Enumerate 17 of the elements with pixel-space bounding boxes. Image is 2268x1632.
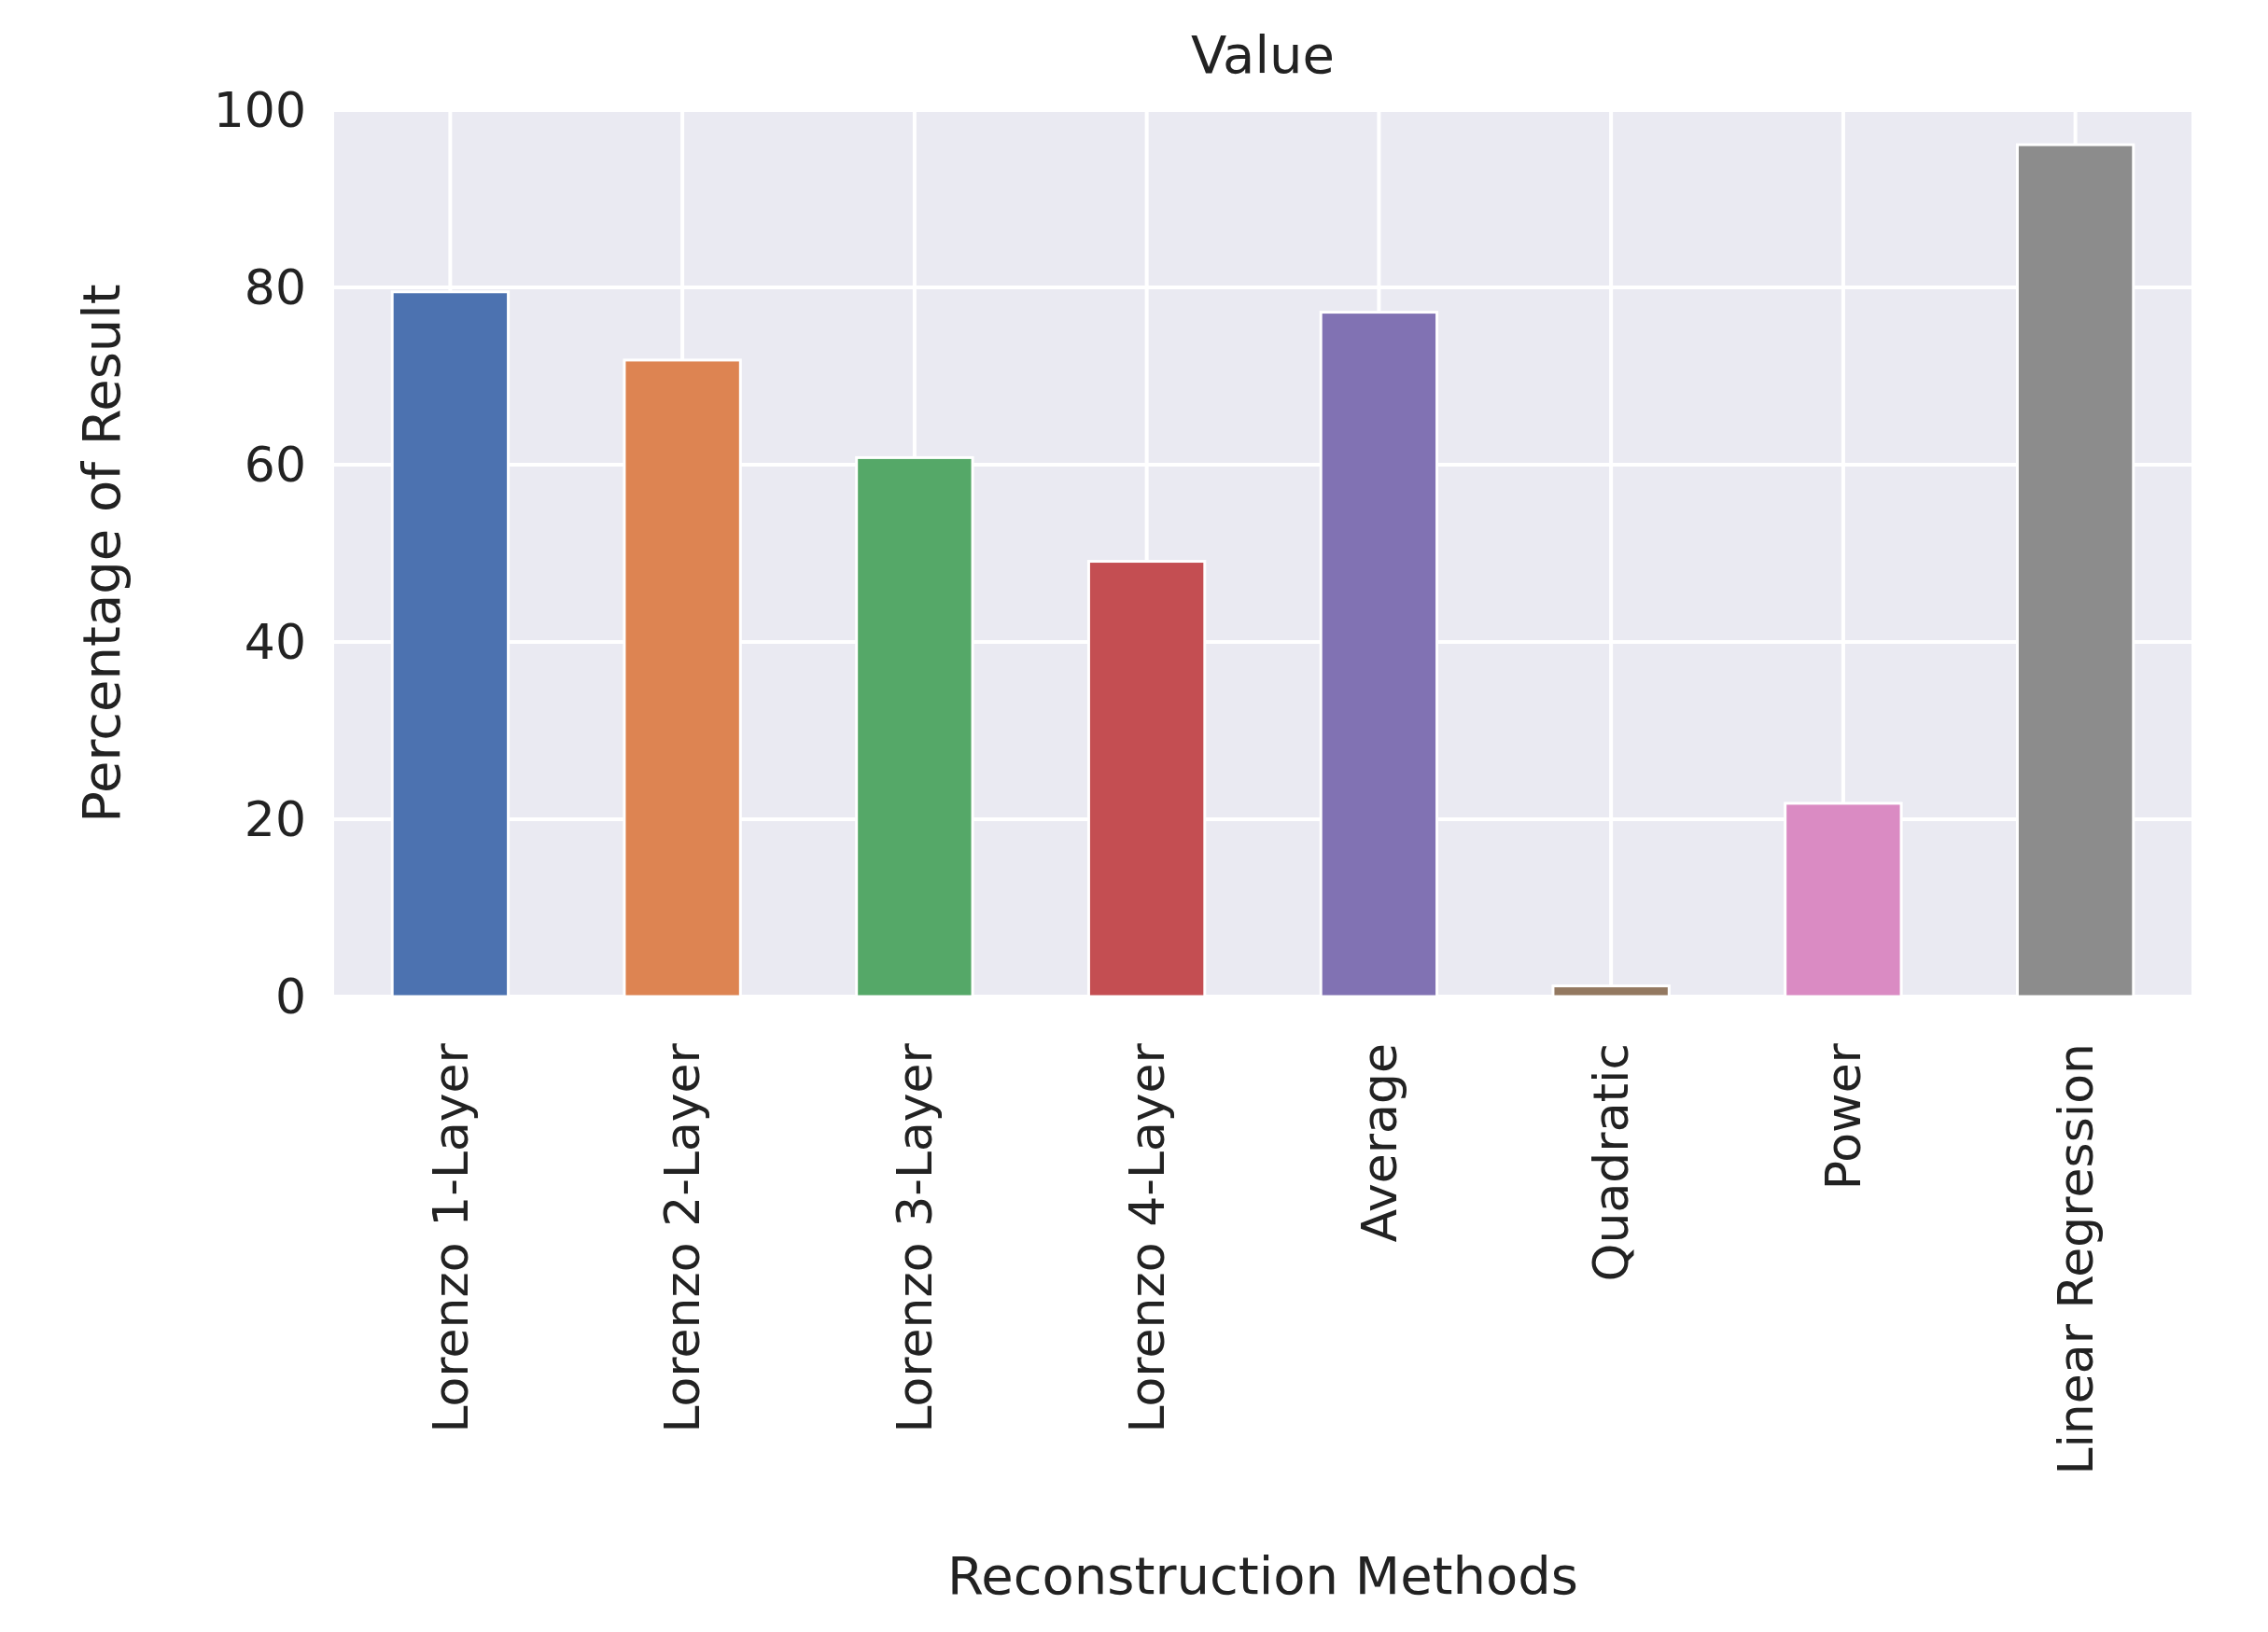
y-tick-label: 60 [244,437,306,494]
y-axis-title: Percentage of Result [71,284,132,823]
x-tick-label: Lorenzo 4-Layer [1118,1042,1175,1433]
x-tick-label: Quadratic [1583,1043,1640,1282]
y-tick-label: 0 [274,969,306,1025]
y-tick-label: 80 [244,259,306,316]
x-tick-label: Average [1351,1043,1407,1243]
chart-title: Value [1191,24,1335,85]
x-tick-label: Linear Regression [2047,1043,2104,1475]
x-tick-label: Lorenzo 2-Layer [654,1042,711,1433]
y-tick-label: 100 [213,82,306,139]
x-tick-label: Lorenzo 1-Layer [422,1042,479,1433]
x-tick-label: Lorenzo 3-Layer [887,1042,944,1433]
x-axis-title: Reconstruction Methods [946,1545,1579,1606]
x-tick-label: Power [1815,1042,1872,1191]
y-tick-label: 40 [244,614,306,671]
y-tick-label: 20 [244,791,306,848]
